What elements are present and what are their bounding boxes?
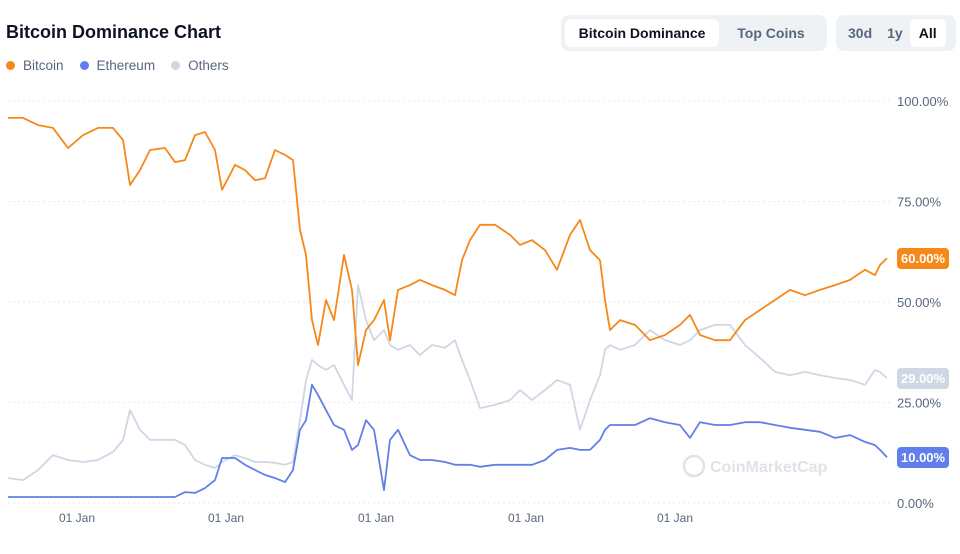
legend-item-ethereum[interactable]: Ethereum xyxy=(79,58,156,73)
x-tick-label: 01 Jan xyxy=(59,511,95,525)
current-value-badge-bitcoin: 60.00% xyxy=(897,248,950,270)
watermark: CoinMarketCap xyxy=(682,454,828,478)
x-tick-label: 01 Jan xyxy=(657,511,693,525)
x-tick-label: 01 Jan xyxy=(358,511,394,525)
y-tick-label: 75.00% xyxy=(897,195,942,210)
tab-bitcoin-dominance[interactable]: Bitcoin Dominance xyxy=(565,19,719,47)
series-line-others xyxy=(7,284,888,481)
chart-legend: Bitcoin Ethereum Others xyxy=(6,58,229,73)
y-tick-label: 100.00% xyxy=(897,94,949,109)
ethereum-dot-icon xyxy=(79,61,89,70)
watermark-text: CoinMarketCap xyxy=(710,459,828,476)
legend-item-others[interactable]: Others xyxy=(171,58,229,73)
x-tick-label: 01 Jan xyxy=(508,511,544,525)
x-tick-label: 01 Jan xyxy=(208,511,244,525)
tab-top-coins[interactable]: Top Coins xyxy=(737,25,805,41)
legend-item-bitcoin[interactable]: Bitcoin xyxy=(6,58,64,73)
page-title: Bitcoin Dominance Chart xyxy=(6,22,222,42)
range-30d[interactable]: 30d xyxy=(848,25,873,41)
series-line-ethereum xyxy=(8,383,888,498)
coinmarketcap-logo-icon xyxy=(682,454,706,478)
chart-type-tabs: Bitcoin Dominance Top Coins xyxy=(561,15,827,51)
y-tick-label: 25.00% xyxy=(897,396,942,411)
y-tick-label: 50.00% xyxy=(897,295,942,310)
others-dot-icon xyxy=(171,61,181,70)
range-1y[interactable]: 1y xyxy=(887,25,903,41)
range-tabs: 30d 1y All xyxy=(836,15,956,51)
bitcoin-dot-icon xyxy=(6,61,15,70)
legend-label: Ethereum xyxy=(96,58,156,73)
y-tick-label: 0.00% xyxy=(897,496,934,511)
range-all[interactable]: All xyxy=(909,19,946,47)
legend-label: Bitcoin xyxy=(23,58,64,73)
current-value-badge-ethereum: 10.00% xyxy=(897,447,950,469)
legend-label: Others xyxy=(188,58,229,73)
current-value-badge-others: 29.00% xyxy=(897,367,950,389)
series-line-bitcoin xyxy=(8,117,888,366)
